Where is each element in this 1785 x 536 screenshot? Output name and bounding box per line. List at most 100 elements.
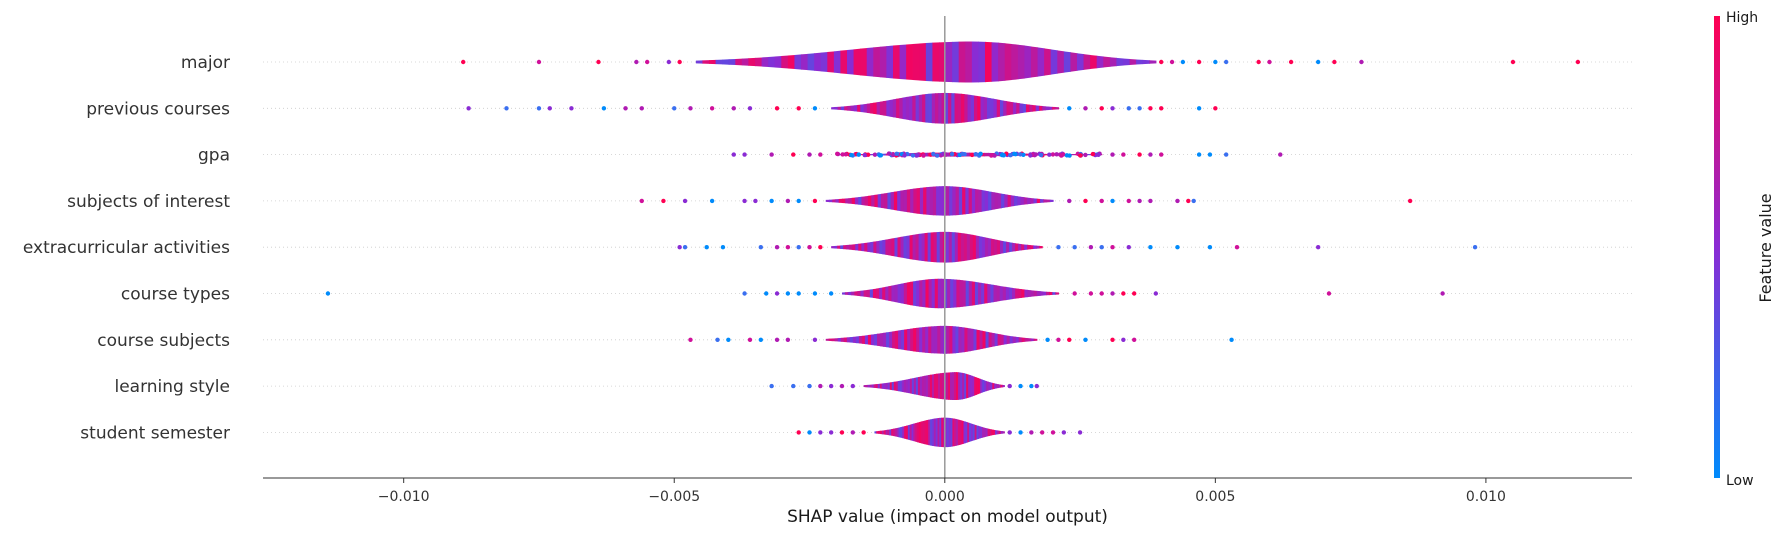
violin-slice: [894, 427, 898, 437]
data-point: [785, 291, 791, 296]
violin-slice: [834, 106, 839, 110]
violin-slice: [1011, 43, 1019, 81]
data-point: [1137, 106, 1142, 111]
violin-slice: [879, 101, 884, 116]
data-point: [796, 430, 801, 435]
data-point: [688, 337, 693, 342]
violin-slice: [917, 376, 921, 396]
violin-slice: [948, 372, 951, 400]
data-point: [1061, 430, 1067, 435]
violin-slice: [897, 236, 902, 258]
violin-slice: [910, 328, 914, 352]
colorbar: High Low Feature value: [1714, 10, 1775, 489]
violin-slice: [852, 244, 856, 251]
violin-slice: [1046, 199, 1051, 203]
violin-slice: [875, 383, 879, 389]
data-point: [1137, 152, 1142, 157]
violin-slice: [887, 382, 891, 390]
violin-slice: [891, 285, 896, 302]
violin-slice: [851, 291, 855, 296]
violin-slice: [1017, 44, 1026, 80]
violin-slice: [1021, 244, 1025, 251]
violin-extracurricular-activities: [831, 231, 1043, 263]
violin-slice: [871, 384, 875, 388]
violin-slice: [970, 423, 974, 442]
violin-slice: [1051, 106, 1056, 110]
violin-slice: [873, 241, 877, 254]
violin-slice: [893, 191, 898, 211]
data-point: [791, 383, 796, 389]
violin-slice: [922, 420, 926, 445]
data-point: [828, 291, 834, 296]
violin-slice: [959, 419, 963, 445]
data-point: [1121, 291, 1126, 296]
violin-slice: [1010, 195, 1015, 207]
violin-slice: [846, 244, 850, 250]
violin-slice: [1027, 197, 1031, 205]
violin-slice: [931, 374, 935, 399]
data-point: [856, 152, 861, 157]
violin-slice: [735, 58, 743, 66]
violin-slice: [991, 332, 996, 347]
violin-slice: [1004, 194, 1009, 208]
violin-slice: [909, 95, 913, 121]
violin-slice: [905, 379, 909, 394]
violin-slice: [958, 326, 963, 353]
violin-slice: [887, 429, 890, 436]
violin-slice: [975, 188, 979, 213]
violin-slice: [937, 325, 941, 354]
data-point: [807, 430, 812, 435]
data-point: [1088, 291, 1094, 296]
violin-slice: [855, 243, 859, 251]
data-point: [796, 245, 801, 250]
data-point: [843, 152, 848, 157]
violin-slice: [903, 282, 908, 305]
data-point: [774, 106, 780, 111]
data-point: [840, 152, 845, 157]
data-point: [634, 59, 639, 65]
violin-slice: [941, 417, 944, 448]
violin-slice: [867, 384, 871, 388]
violin-slice: [983, 427, 987, 438]
violin-slice: [1021, 337, 1026, 343]
violin-slice: [951, 93, 956, 124]
data-point: [1148, 198, 1153, 204]
violin-slice: [1033, 245, 1037, 249]
violin-slice: [952, 418, 955, 447]
violin-slice: [925, 42, 934, 82]
violin-slice: [931, 93, 936, 124]
violin-slice: [982, 379, 985, 393]
data-point: [1099, 198, 1104, 204]
violin-slice: [903, 379, 907, 393]
violin-slice: [911, 377, 915, 395]
violin-slice: [1038, 105, 1043, 111]
violin-slice: [1000, 334, 1005, 346]
violin-slice: [858, 243, 862, 252]
data-point: [978, 151, 983, 157]
data-point: [861, 430, 866, 435]
violin-slice: [885, 286, 889, 301]
violin-slice: [886, 45, 894, 79]
violin-slice: [873, 102, 878, 115]
data-point: [1575, 59, 1581, 65]
violin-slice: [917, 422, 920, 443]
data-point: [1159, 152, 1164, 157]
violin-slice: [883, 430, 887, 435]
violin-slice: [955, 326, 959, 354]
violin-slice: [924, 232, 929, 262]
violin-slice: [927, 232, 932, 262]
violin-slice: [787, 54, 796, 70]
violin-slice: [861, 196, 866, 206]
data-point: [1191, 198, 1196, 204]
violin-slice: [887, 192, 892, 210]
violin-slice: [916, 280, 920, 307]
violin-slice: [1045, 106, 1050, 111]
data-point: [1018, 430, 1023, 435]
data-point: [1007, 383, 1012, 389]
violin-slice: [1024, 244, 1028, 250]
data-point: [747, 337, 753, 342]
violin-slice: [976, 377, 979, 395]
data-point: [661, 198, 666, 204]
violin-slice: [999, 99, 1004, 117]
